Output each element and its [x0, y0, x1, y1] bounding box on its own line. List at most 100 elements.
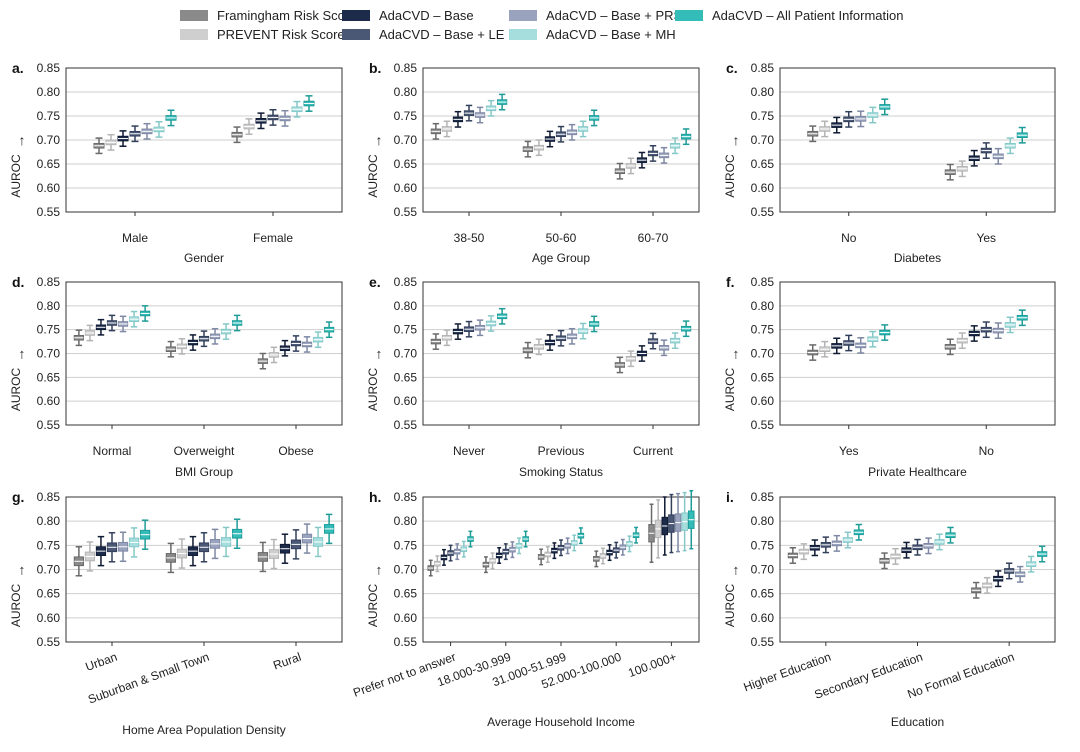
- box: [324, 513, 335, 545]
- box: [427, 559, 434, 577]
- box: [544, 546, 552, 563]
- box: [482, 556, 490, 574]
- y-axis-arrow: ↑: [19, 562, 26, 578]
- box: [555, 329, 567, 347]
- box: [993, 570, 1004, 588]
- box: [589, 315, 600, 333]
- box: [452, 323, 464, 340]
- box: [209, 528, 221, 560]
- y-tick-label: 0.85: [751, 275, 775, 289]
- y-tick-label: 0.65: [394, 157, 418, 171]
- x-tick-label: Urban: [84, 650, 120, 674]
- box: [612, 541, 620, 559]
- x-axis-title: BMI Group: [175, 465, 233, 479]
- y-tick-label: 0.55: [751, 205, 775, 219]
- legend: Framingham Risk Score PREVENT Risk Score A…: [180, 8, 904, 42]
- x-axis-title: Smoking Status: [519, 465, 603, 479]
- legend-label: AdaCVD – All Patient Information: [712, 8, 904, 23]
- box: [489, 552, 496, 570]
- box: [944, 163, 956, 181]
- x-tick-label: Current: [633, 444, 674, 458]
- box: [93, 137, 105, 155]
- box: [577, 120, 589, 138]
- box: [1026, 555, 1037, 573]
- y-tick-label: 0.65: [37, 370, 61, 384]
- y-tick-label: 0.55: [394, 205, 418, 219]
- box: [577, 527, 585, 545]
- box: [668, 493, 675, 554]
- panel-label: d.: [12, 274, 24, 290]
- x-tick-label: Overweight: [174, 444, 235, 458]
- x-tick-label: Obese: [278, 444, 314, 458]
- legend-swatch: [180, 29, 208, 40]
- panel-e: 0.55 0.60 0.65 0.70 0.75 0.80 0.85 e. ↑ AUROC Neve…: [366, 274, 700, 479]
- panel-label: b.: [369, 60, 381, 76]
- box: [809, 539, 820, 557]
- y-tick-label: 0.65: [37, 587, 61, 601]
- box: [820, 536, 831, 554]
- legend-label: AdaCVD – Base + PRS: [546, 8, 683, 23]
- box: [544, 334, 556, 351]
- y-tick-label: 0.80: [37, 514, 61, 528]
- box: [923, 537, 934, 555]
- box: [626, 535, 633, 553]
- box: [463, 104, 475, 122]
- box: [441, 120, 453, 138]
- box: [128, 310, 140, 328]
- y-tick-label: 0.65: [751, 370, 775, 384]
- box: [879, 552, 890, 570]
- box: [619, 538, 627, 556]
- box: [688, 489, 695, 550]
- x-tick-label: Normal: [93, 444, 132, 458]
- y-tick-label: 0.70: [37, 133, 61, 147]
- box: [681, 491, 688, 552]
- box: [798, 543, 809, 561]
- box: [176, 538, 188, 569]
- y-axis-label: AUROC: [9, 154, 23, 198]
- box: [980, 142, 992, 159]
- box: [533, 338, 545, 356]
- box: [255, 112, 267, 130]
- box: [467, 530, 474, 548]
- box: [819, 120, 831, 138]
- panel-c: 0.55 0.60 0.65 0.70 0.75 0.80 0.85 c. ↑ AUROC No Ye…: [723, 60, 1056, 265]
- box: [141, 122, 153, 140]
- box: [890, 547, 901, 565]
- box: [279, 109, 291, 127]
- y-tick-label: 0.80: [751, 299, 775, 313]
- legend-label: AdaCVD – Base: [379, 8, 474, 23]
- box: [681, 128, 692, 146]
- y-tick-label: 0.80: [394, 299, 418, 313]
- box: [855, 110, 867, 128]
- box: [944, 338, 956, 356]
- legend-label: AdaCVD – Base + LE: [379, 27, 505, 42]
- y-tick-label: 0.65: [394, 370, 418, 384]
- box: [544, 130, 556, 148]
- box: [198, 532, 210, 563]
- box: [279, 339, 291, 357]
- legend-item: AdaCVD – Base: [342, 8, 474, 23]
- y-tick-label: 0.60: [751, 611, 775, 625]
- panel-h: 0.550.600.650.700.750.800.85h.↑AUROCPref…: [351, 489, 700, 729]
- box: [165, 340, 176, 358]
- legend-swatch: [342, 10, 370, 21]
- box: [831, 116, 843, 134]
- x-axis-title: Gender: [184, 251, 224, 265]
- y-tick-label: 0.70: [394, 347, 418, 361]
- box: [831, 337, 843, 355]
- box: [661, 496, 669, 556]
- y-tick-label: 0.70: [394, 563, 418, 577]
- box: [968, 325, 980, 342]
- box: [447, 544, 454, 562]
- box: [301, 523, 313, 554]
- y-axis-arrow: ↑: [376, 562, 383, 578]
- box: [497, 93, 508, 111]
- box: [614, 356, 625, 374]
- y-axis-arrow: ↑: [376, 346, 383, 362]
- y-tick-label: 0.70: [751, 347, 775, 361]
- panel-a: 0.55 0.60 0.65 0.70 0.75 0.80 0.85 a. ↑ AUROC Male…: [9, 60, 343, 265]
- y-tick-label: 0.70: [37, 563, 61, 577]
- box: [842, 531, 853, 549]
- box: [495, 547, 503, 564]
- y-tick-label: 0.65: [37, 157, 61, 171]
